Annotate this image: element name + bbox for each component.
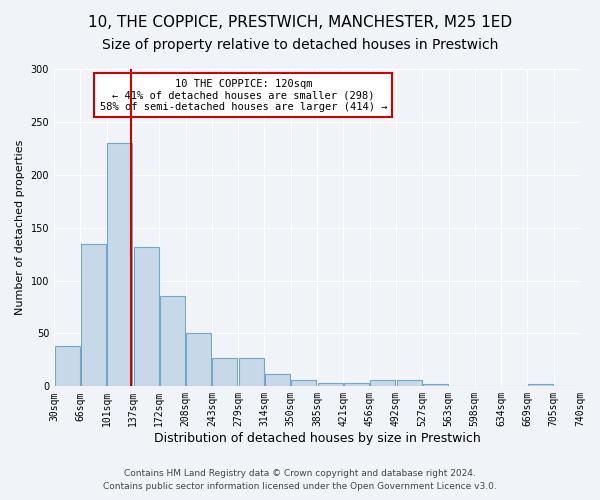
Bar — [160, 296, 185, 386]
Bar — [423, 384, 448, 386]
Bar — [317, 383, 343, 386]
Bar — [81, 244, 106, 386]
Bar — [212, 358, 238, 386]
Bar — [55, 346, 80, 387]
Bar — [397, 380, 422, 386]
Y-axis label: Number of detached properties: Number of detached properties — [15, 140, 25, 316]
Text: 10, THE COPPICE, PRESTWICH, MANCHESTER, M25 1ED: 10, THE COPPICE, PRESTWICH, MANCHESTER, … — [88, 15, 512, 30]
Bar — [107, 143, 132, 386]
Text: 10 THE COPPICE: 120sqm
← 41% of detached houses are smaller (298)
58% of semi-de: 10 THE COPPICE: 120sqm ← 41% of detached… — [100, 78, 387, 112]
Bar — [292, 380, 316, 386]
Bar — [370, 380, 395, 386]
X-axis label: Distribution of detached houses by size in Prestwich: Distribution of detached houses by size … — [154, 432, 481, 445]
Bar — [186, 334, 211, 386]
Bar — [239, 358, 264, 386]
Text: Contains HM Land Registry data © Crown copyright and database right 2024.: Contains HM Land Registry data © Crown c… — [124, 468, 476, 477]
Bar — [344, 383, 369, 386]
Bar — [134, 246, 158, 386]
Text: Size of property relative to detached houses in Prestwich: Size of property relative to detached ho… — [102, 38, 498, 52]
Bar — [528, 384, 553, 386]
Bar — [265, 374, 290, 386]
Text: Contains public sector information licensed under the Open Government Licence v3: Contains public sector information licen… — [103, 482, 497, 491]
